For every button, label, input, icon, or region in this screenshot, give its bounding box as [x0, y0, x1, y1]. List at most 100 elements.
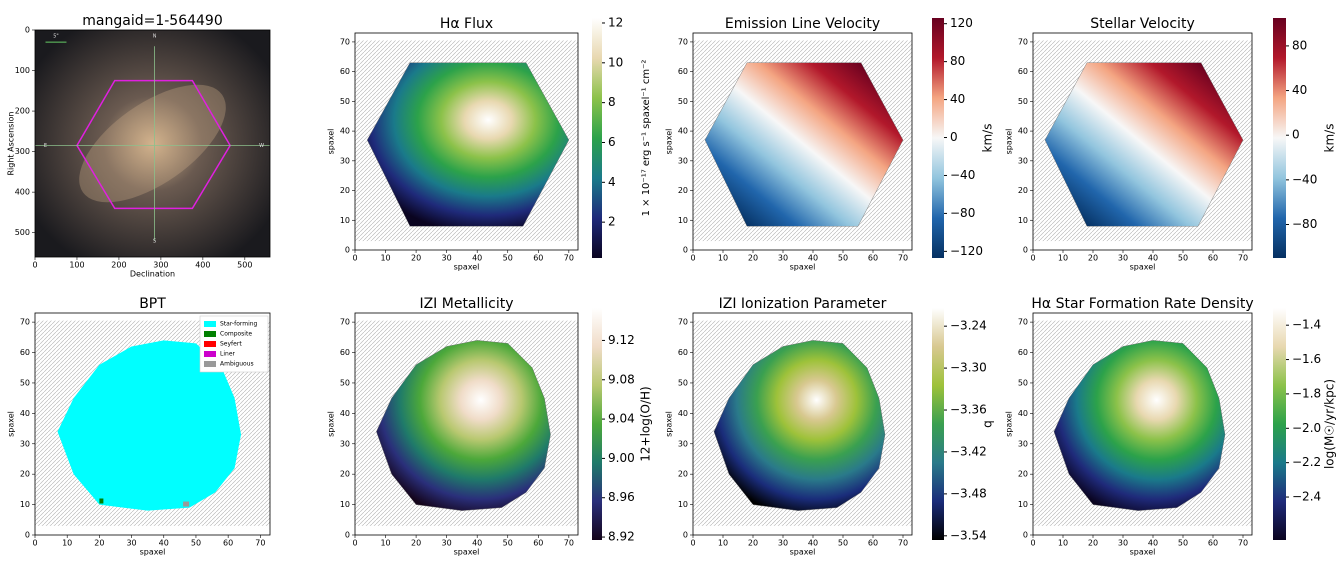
- x-tick-label: 10: [380, 254, 390, 263]
- annotation: E: [44, 143, 47, 149]
- x-tick-label: 70: [255, 539, 265, 548]
- y-tick-label: 60: [678, 348, 688, 357]
- colorbar-tick-label: 120: [950, 16, 973, 30]
- x-tick-label: 70: [1238, 254, 1248, 263]
- y-tick-label: 0: [345, 531, 350, 540]
- y-tick-label: 60: [340, 67, 350, 76]
- x-tick-label: 50: [1178, 539, 1188, 548]
- colorbar: [932, 18, 944, 258]
- x-tick-label: 60: [533, 539, 543, 548]
- colorbar-tick-label: 9.00: [608, 451, 635, 465]
- x-tick-label: 20: [748, 254, 758, 263]
- x-tick-label: 50: [1178, 254, 1188, 263]
- x-tick-label: 10: [1058, 539, 1068, 548]
- colorbar-tick-label: −80: [950, 206, 975, 220]
- colorbar-tick-label: −3.24: [950, 319, 987, 333]
- colorbar: [1273, 18, 1286, 258]
- y-tick-label: 50: [678, 378, 688, 387]
- y-tick-label: 20: [1018, 470, 1028, 479]
- legend-label: Seyfert: [220, 341, 242, 348]
- y-tick-label: 0: [683, 246, 688, 255]
- y-tick-label: 0: [25, 26, 30, 35]
- colorbar-tick-label: 8.92: [608, 530, 635, 544]
- x-tick-label: 30: [778, 254, 788, 263]
- x-tick-label: 40: [1148, 539, 1158, 548]
- ambiguous-spot: [183, 501, 190, 507]
- y-tick-label: 30: [340, 156, 350, 165]
- colorbar: [592, 308, 602, 540]
- y-tick-label: 50: [20, 378, 30, 387]
- y-tick-label: 50: [340, 378, 350, 387]
- chart-title: IZI Metallicity: [419, 296, 513, 312]
- axes-frame: [1032, 312, 1253, 536]
- colorbar: [592, 18, 602, 258]
- x-axis-label: Declination: [130, 270, 175, 279]
- x-tick-label: 50: [503, 254, 513, 263]
- x-tick-label: 40: [472, 539, 482, 548]
- y-tick-label: 40: [20, 409, 30, 418]
- y-tick-label: 50: [340, 97, 350, 106]
- y-tick-label: 40: [340, 409, 350, 418]
- x-tick-label: 0: [1030, 254, 1035, 263]
- x-axis-label: spaxel: [1130, 263, 1156, 272]
- y-tick-label: 30: [678, 156, 688, 165]
- x-tick-label: 50: [838, 254, 848, 263]
- colorbar: [932, 308, 944, 540]
- y-tick-label: 10: [1018, 500, 1028, 509]
- x-tick-label: 100: [69, 261, 84, 270]
- y-tick-label: 20: [678, 186, 688, 195]
- legend-swatch: [204, 331, 216, 337]
- x-tick-label: 40: [808, 539, 818, 548]
- x-tick-label: 30: [1118, 539, 1128, 548]
- colorbar-tick-label: 40: [1292, 83, 1307, 97]
- x-axis-label: spaxel: [140, 548, 166, 557]
- colorbar-tick-label: 9.08: [608, 372, 635, 386]
- x-tick-label: 50: [503, 539, 513, 548]
- colorbar-tick-label: 8.96: [608, 490, 635, 504]
- x-tick-label: 40: [159, 539, 169, 548]
- colorbar-tick-label: −40: [950, 168, 975, 182]
- x-tick-label: 0: [352, 254, 357, 263]
- chart-title: BPT: [139, 296, 166, 312]
- chart-title: Hα Star Formation Rate Density: [1031, 296, 1253, 312]
- chart-title: mangaid=1-564490: [82, 13, 222, 29]
- y-tick-label: 60: [20, 348, 30, 357]
- x-tick-label: 10: [718, 254, 728, 263]
- x-axis-label: spaxel: [790, 263, 816, 272]
- y-tick-label: 40: [1018, 127, 1028, 136]
- x-tick-label: 30: [442, 254, 452, 263]
- sky-image: [35, 30, 270, 257]
- y-axis-label: spaxel: [327, 411, 336, 437]
- colorbar-tick-label: −120: [950, 244, 983, 258]
- x-tick-label: 40: [472, 254, 482, 263]
- colorbar-tick-label: 8: [608, 95, 616, 109]
- composite-spot: [99, 498, 104, 504]
- y-tick-label: 10: [678, 500, 688, 509]
- chart-title: Stellar Velocity: [1090, 16, 1194, 32]
- y-tick-label: 70: [340, 37, 350, 46]
- colorbar-tick-label: 9.04: [608, 412, 635, 426]
- axes-frame: [34, 312, 271, 536]
- x-tick-label: 10: [718, 539, 728, 548]
- colorbar-tick-label: −2.2: [1292, 455, 1321, 469]
- y-tick-label: 60: [1018, 348, 1028, 357]
- x-tick-label: 50: [191, 539, 201, 548]
- map-region: [366, 62, 570, 227]
- y-axis-label: spaxel: [665, 129, 674, 155]
- legend-swatch: [204, 361, 216, 367]
- chart-title: Hα Flux: [440, 16, 493, 32]
- y-tick-label: 0: [683, 531, 688, 540]
- colorbar-tick-label: 2: [608, 215, 616, 229]
- map-region: [1053, 340, 1226, 511]
- x-tick-label: 300: [153, 261, 168, 270]
- colorbar-label: km/s: [981, 124, 995, 153]
- colorbar-label: 1 × 10⁻¹⁷ erg s⁻¹ spaxel⁻¹ cm⁻²: [641, 60, 652, 217]
- x-tick-label: 0: [32, 539, 37, 548]
- colorbar-tick-label: 4: [608, 175, 616, 189]
- y-tick-label: 20: [340, 470, 350, 479]
- classified-region: [57, 340, 242, 511]
- annotation: N: [153, 34, 157, 40]
- colorbar-tick-label: −3.36: [950, 403, 987, 417]
- colorbar-tick-label: 12: [608, 15, 623, 29]
- annotation: W: [259, 143, 264, 149]
